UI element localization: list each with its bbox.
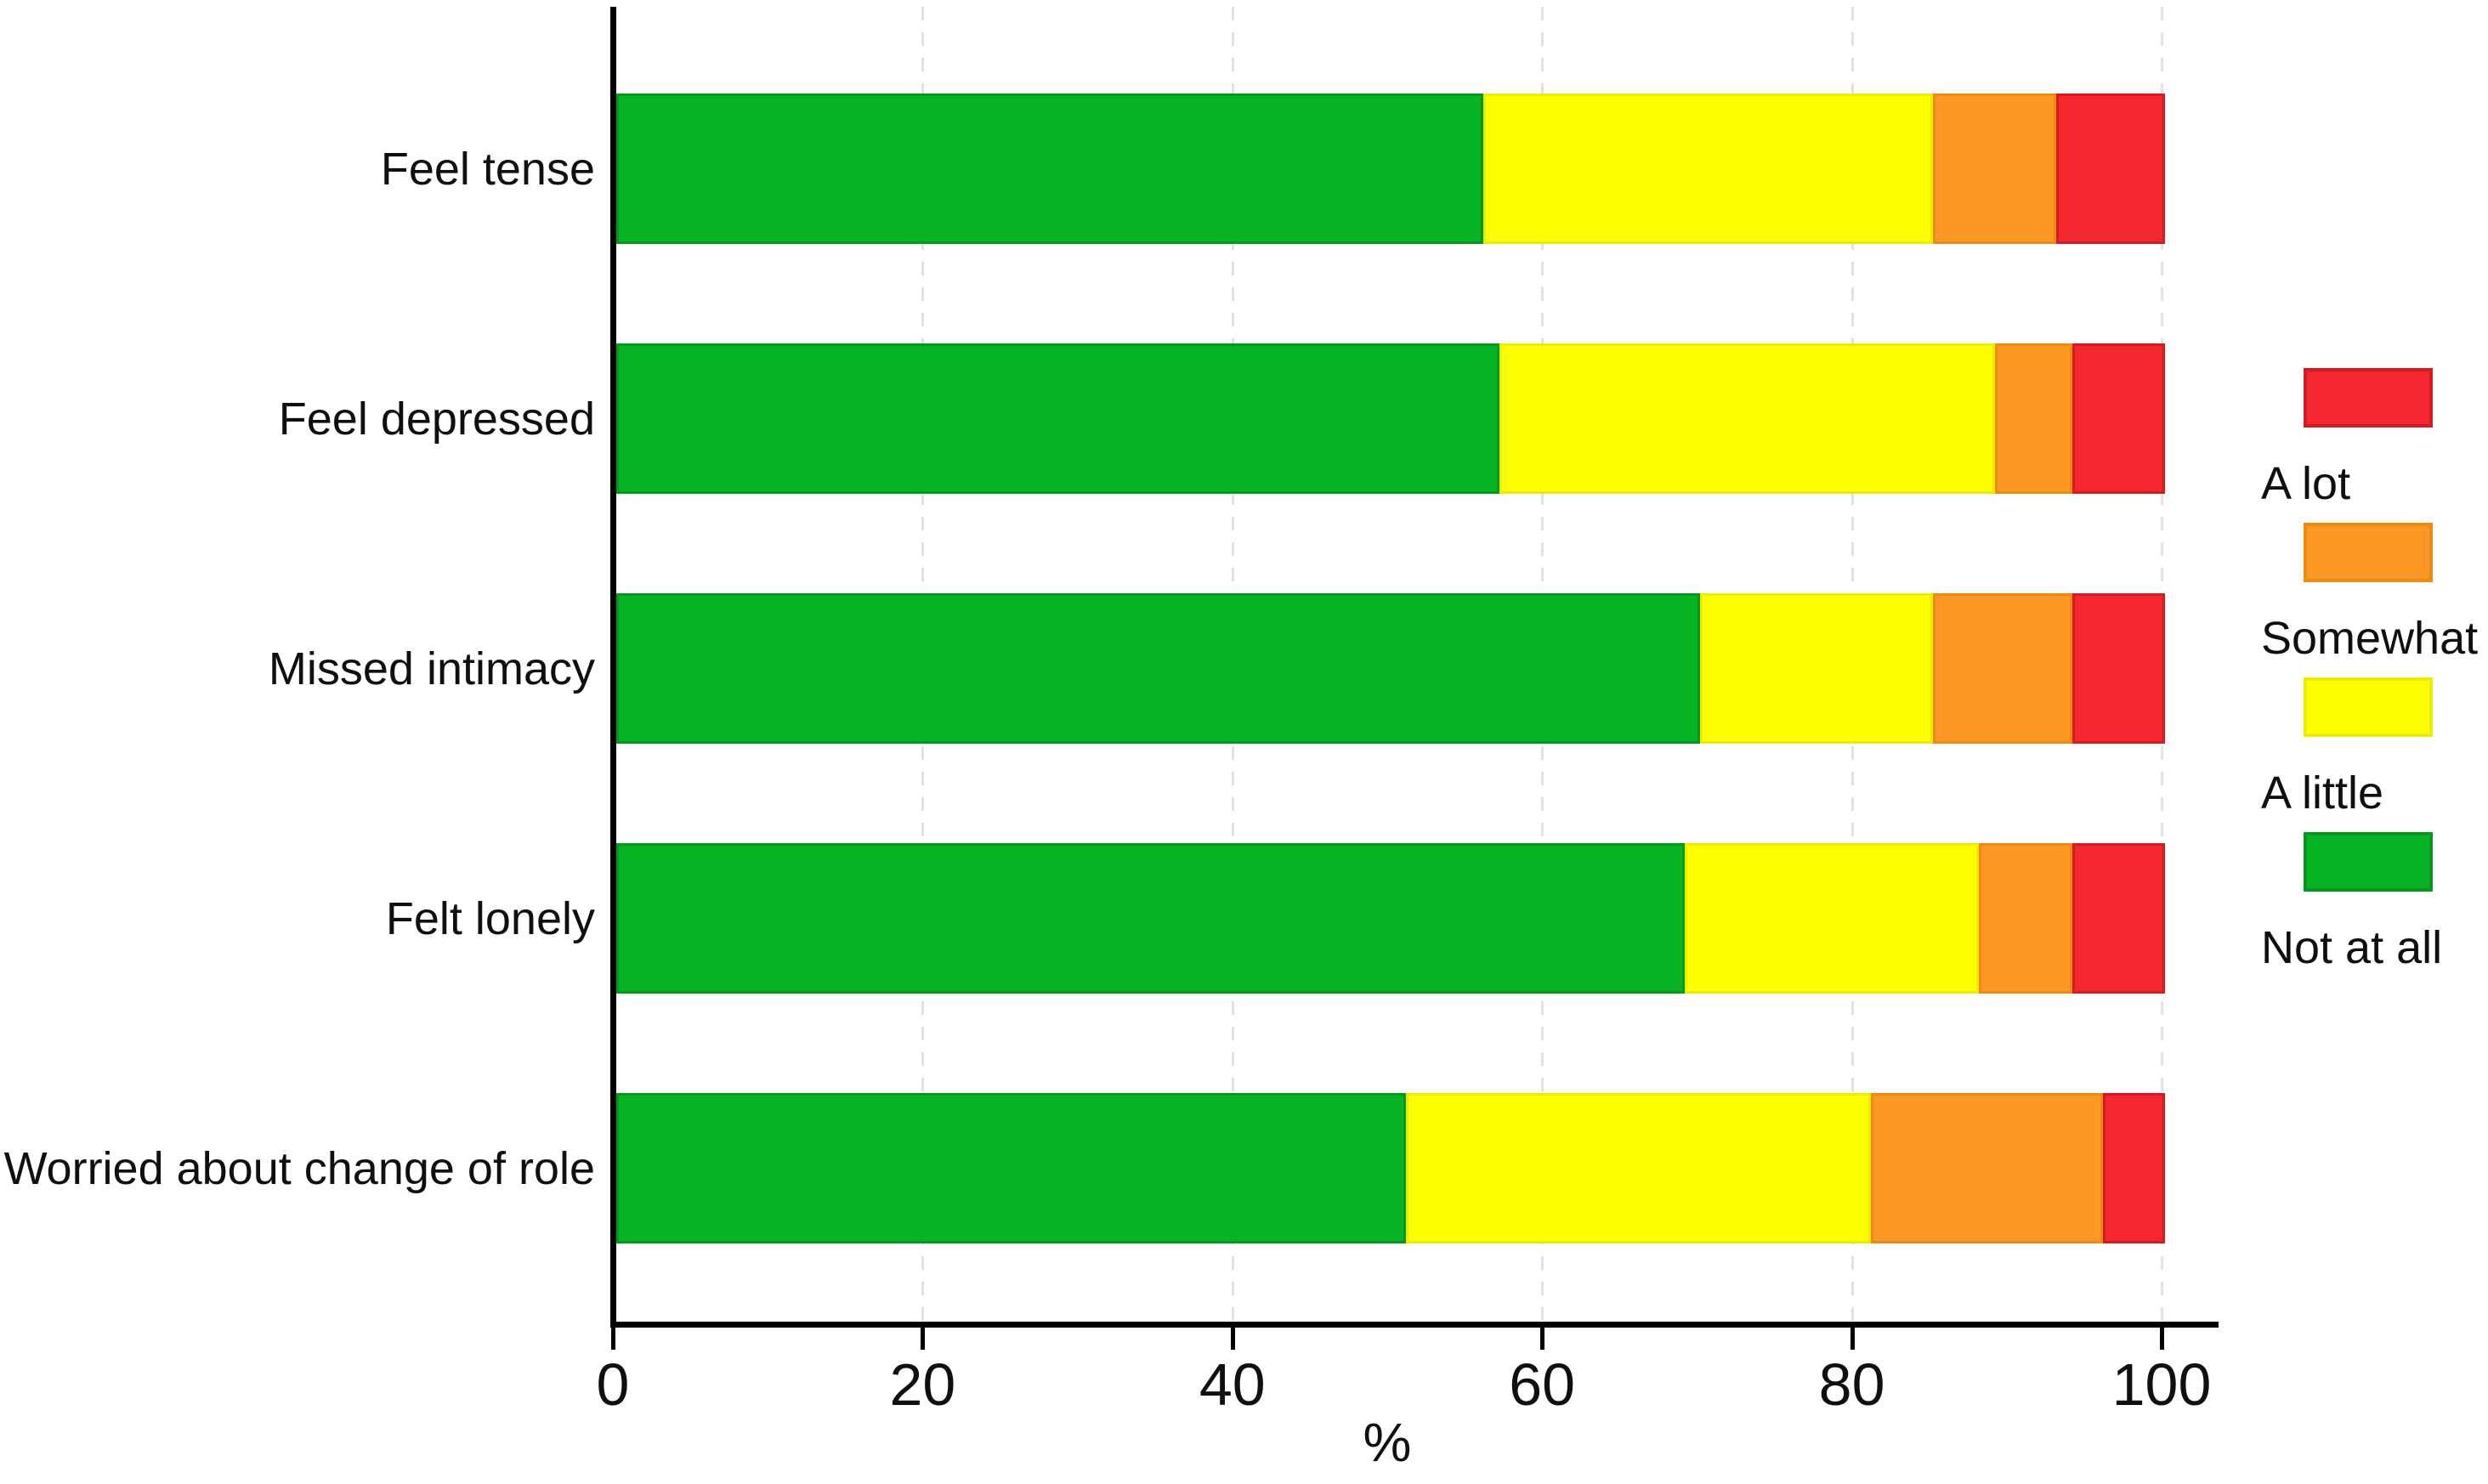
category-label: Feel tense: [380, 143, 595, 195]
bar-segment-a-little: [1499, 343, 1995, 494]
legend-label: Not at all: [2261, 922, 2443, 973]
bar-segment-a-lot: [2056, 93, 2165, 244]
y-axis-line: [610, 7, 616, 1327]
bar-segment-a-lot: [2103, 1093, 2165, 1243]
bar-segment-a-little: [1406, 1093, 1871, 1243]
bar-segment-not-at-all: [616, 843, 1686, 994]
bar-segment-not-at-all: [616, 593, 1701, 744]
bar-segment-somewhat: [1932, 593, 2072, 744]
category-label: Worried about change of role: [3, 1142, 595, 1194]
tick-label: 0: [596, 1351, 630, 1418]
axis-tick: [611, 1327, 615, 1350]
legend-label: Somewhat: [2261, 613, 2479, 664]
bar-segment-somewhat: [1994, 343, 2072, 494]
axis-tick: [1850, 1327, 1855, 1350]
axis-tick: [1540, 1327, 1545, 1350]
bar-segment-a-little: [1700, 593, 1933, 744]
legend-swatch-not-at-all: [2304, 832, 2433, 892]
bar-segment-somewhat: [1870, 1093, 2104, 1243]
bar-segment-not-at-all: [616, 343, 1499, 494]
tick-label: 60: [1509, 1351, 1576, 1418]
tick-label: 80: [1818, 1351, 1885, 1418]
bar-segment-a-little: [1685, 843, 1980, 994]
bar-segment-a-lot: [2071, 843, 2165, 994]
bar-segment-a-little: [1483, 93, 1933, 244]
bar-segment-somewhat: [1979, 843, 2072, 994]
legend-swatch-a-lot: [2304, 368, 2433, 428]
category-label: Felt lonely: [385, 892, 595, 944]
bar-segment-not-at-all: [616, 1093, 1407, 1243]
tick-label: 20: [889, 1351, 956, 1418]
bar-segment-a-lot: [2071, 593, 2165, 744]
legend-swatch-somewhat: [2304, 523, 2433, 582]
legend-swatch-a-little: [2304, 677, 2433, 737]
tick-label: 100: [2111, 1351, 2212, 1418]
bar-segment-somewhat: [1932, 93, 2057, 244]
bar-segment-a-lot: [2071, 343, 2165, 494]
bar-segment-not-at-all: [616, 93, 1484, 244]
axis-tick: [921, 1327, 926, 1350]
x-axis-line: [610, 1322, 2219, 1328]
axis-tick: [2160, 1327, 2164, 1350]
tick-label: 40: [1199, 1351, 1266, 1418]
axis-tick: [1230, 1327, 1235, 1350]
x-axis-label: %: [1363, 1412, 1412, 1473]
category-label: Feel depressed: [278, 393, 595, 445]
category-label: Missed intimacy: [268, 643, 595, 694]
legend-label: A little: [2261, 767, 2384, 818]
legend-label: A lot: [2261, 458, 2351, 509]
